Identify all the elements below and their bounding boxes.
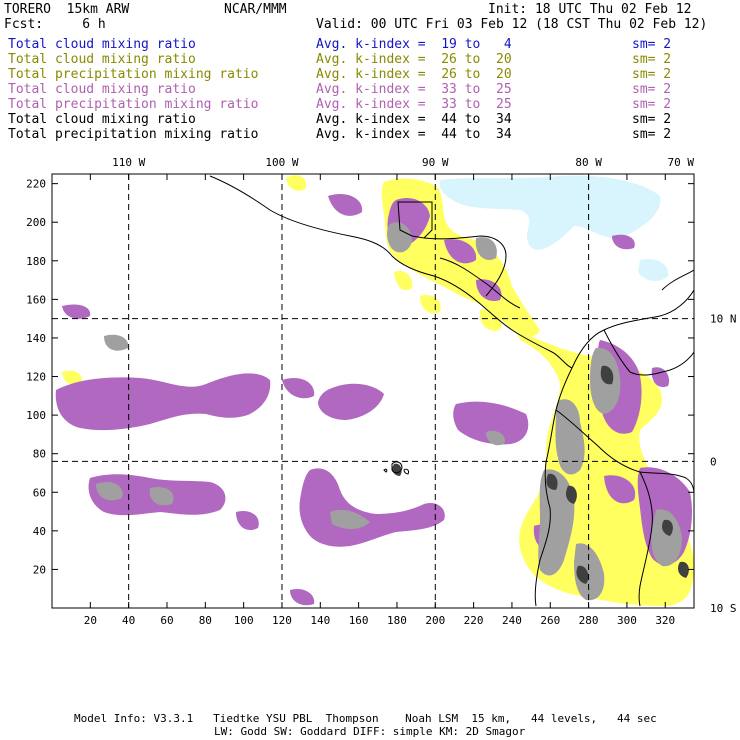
legend-smoothing: sm= 2 — [632, 82, 672, 97]
x-tick-label: 280 — [579, 614, 599, 627]
legend-range: Avg. k-index = 26 to 20 — [316, 52, 512, 67]
latitude-label: 10 S — [710, 602, 737, 615]
legend-field: Total cloud mixing ratio — [8, 112, 196, 127]
legend-smoothing: sm= 2 — [632, 37, 672, 52]
longitude-label: 70 W — [668, 156, 695, 169]
legend-smoothing: sm= 2 — [632, 67, 672, 82]
longitude-label: 80 W — [575, 156, 602, 169]
x-tick-label: 240 — [502, 614, 522, 627]
x-tick-label: 300 — [617, 614, 637, 627]
x-tick-label: 40 — [122, 614, 135, 627]
legend-field: Total cloud mixing ratio — [8, 82, 196, 97]
x-tick-label: 100 — [234, 614, 254, 627]
x-tick-label: 220 — [464, 614, 484, 627]
legend-smoothing: sm= 2 — [632, 97, 672, 112]
init-time: Init: 18 UTC Thu 02 Feb 12 — [488, 2, 692, 17]
y-tick-label: 180 — [26, 255, 46, 268]
legend-range: Avg. k-index = 26 to 20 — [316, 67, 512, 82]
cloud-cyan-areas — [439, 175, 669, 281]
cloud-field-layer — [55, 175, 694, 607]
y-tick-label: 160 — [26, 293, 46, 306]
legend-field: Total cloud mixing ratio — [8, 52, 196, 67]
x-tick-label: 260 — [540, 614, 560, 627]
legend-range: Avg. k-index = 33 to 25 — [316, 97, 512, 112]
forecast-hour: Fcst: 6 h — [4, 17, 106, 32]
x-tick-label: 160 — [349, 614, 369, 627]
map-frame — [51, 173, 695, 609]
x-tick-label: 120 — [272, 614, 292, 627]
y-tick-label: 60 — [33, 486, 46, 499]
legend-field: Total precipitation mixing ratio — [8, 67, 259, 82]
lat-lon-grid — [52, 174, 694, 608]
y-tick-label: 120 — [26, 371, 46, 384]
y-tick-label: 80 — [33, 448, 46, 461]
x-tick-label: 60 — [160, 614, 173, 627]
y-tick-label: 140 — [26, 332, 46, 345]
cloud-dark-areas — [392, 365, 689, 584]
longitude-label: 90 W — [422, 156, 449, 169]
valid-time: Valid: 00 UTC Fri 03 Feb 12 (18 CST Thu … — [316, 17, 708, 32]
legend-range: Avg. k-index = 33 to 25 — [316, 82, 512, 97]
longitude-label: 110 W — [112, 156, 145, 169]
x-tick-label: 140 — [310, 614, 330, 627]
latitude-label: 10 N — [710, 313, 737, 326]
longitude-label: 100 W — [265, 156, 298, 169]
x-tick-label: 20 — [84, 614, 97, 627]
legend-range: Avg. k-index = 19 to 4 — [316, 37, 512, 52]
x-tick-label: 80 — [199, 614, 212, 627]
legend-range: Avg. k-index = 44 to 34 — [316, 112, 512, 127]
model-name: TORERO 15km ARW — [4, 2, 130, 17]
model-info: Model Info: V3.3.1 Tiedtke YSU PBL Thomp… — [74, 712, 657, 725]
legend-field: Total cloud mixing ratio — [8, 37, 196, 52]
legend-field: Total precipitation mixing ratio — [8, 127, 259, 142]
coastlines — [209, 175, 694, 607]
y-tick-label: 100 — [26, 409, 46, 422]
axis-ticks: 20 40 60 80 100 120 140 160 180 200 220 240 260 280 30… — [26, 156, 736, 627]
y-tick-label: 40 — [33, 525, 46, 538]
x-tick-label: 200 — [425, 614, 445, 627]
y-tick-label: 200 — [26, 216, 46, 229]
legend-smoothing: sm= 2 — [632, 52, 672, 67]
x-tick-label: 320 — [655, 614, 675, 627]
legend-smoothing: sm= 2 — [632, 127, 672, 142]
x-tick-label: 180 — [387, 614, 407, 627]
legend-range: Avg. k-index = 44 to 34 — [316, 127, 512, 142]
y-tick-label: 220 — [26, 178, 46, 191]
latitude-label: 0 — [710, 455, 717, 468]
legend-smoothing: sm= 2 — [632, 112, 672, 127]
physics-info: LW: Godd SW: Goddard DIFF: simple KM: 2D… — [214, 725, 526, 738]
legend-field: Total precipitation mixing ratio — [8, 97, 259, 112]
y-tick-label: 20 — [33, 563, 46, 576]
organization: NCAR/MMM — [224, 2, 287, 17]
